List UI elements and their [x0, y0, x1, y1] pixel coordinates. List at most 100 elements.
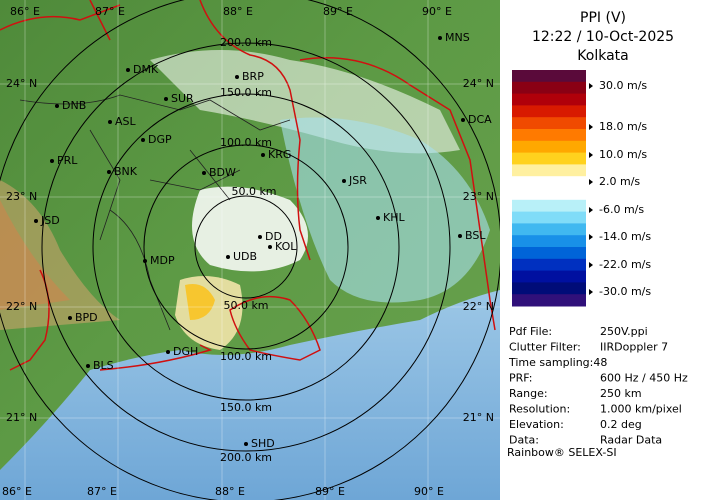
city-dot [108, 120, 112, 124]
city-dot [107, 170, 111, 174]
side-panel: 30.0 m/s 18.0 m/s 10.0 m/s 2.0 m/s -6.0 m/s -… [500, 0, 706, 500]
scale-tick [589, 152, 593, 158]
lon-label: 88° E [223, 5, 253, 18]
city-label: UDB [233, 250, 257, 263]
city-dot [143, 259, 147, 263]
info-text: 0.2 deg [600, 418, 642, 431]
panel-time: 12:22 / 10-Oct-2025 [532, 29, 674, 45]
scale-band [512, 188, 586, 201]
lat-label: 22° N [463, 300, 494, 313]
info-text: IIRDoppler 7 [600, 341, 668, 354]
lat-label: 21° N [6, 411, 37, 424]
city-label: DCA [468, 113, 492, 126]
scale-tick [589, 179, 593, 185]
range-label: 150.0 km [220, 86, 272, 99]
range-ring [92, 93, 400, 401]
scale-tick [589, 234, 593, 240]
footer: Rainbow® SELEX-SI [507, 446, 617, 459]
range-label: 150.0 km [220, 401, 272, 414]
city-label: BDW [209, 166, 236, 179]
scale-band [512, 70, 586, 83]
city-label: KHL [383, 211, 405, 224]
info-text: Elevation: [509, 418, 564, 431]
lon-label: 89° E [315, 485, 345, 498]
scale-label: 10.0 m/s [599, 148, 647, 161]
city-label: DMK [133, 63, 159, 76]
panel-site: Kolkata [577, 48, 628, 64]
city-label: BRP [242, 70, 264, 83]
scale-label: -14.0 m/s [599, 230, 651, 243]
city-dot [258, 235, 262, 239]
city-dot [86, 364, 90, 368]
info-text: 1.000 km/pixel [600, 403, 682, 416]
city-dot [55, 104, 59, 108]
city-dot [164, 97, 168, 101]
city-label: ASL [115, 115, 137, 128]
lon-label: 87° E [87, 485, 117, 498]
scale-tick [589, 124, 593, 130]
city-label: BSL [465, 229, 486, 242]
scale-band [512, 81, 586, 95]
lat-label: 22° N [6, 300, 37, 313]
scale-band [512, 152, 586, 165]
range-label: 100.0 km [220, 136, 272, 149]
scale-label: 30.0 m/s [599, 79, 647, 92]
info-text: Time sampling:48 [508, 356, 607, 369]
city-dot [126, 68, 130, 72]
lat-label: 23° N [6, 190, 37, 203]
info-text: 600 Hz / 450 Hz [600, 372, 688, 385]
map [0, 0, 502, 503]
range-label: 200.0 km [220, 36, 272, 49]
city-dot [34, 219, 38, 223]
info-text: Data: [509, 434, 539, 447]
scale-band [512, 176, 586, 189]
city-label: JSD [40, 214, 60, 227]
lat-label: 23° N [463, 190, 494, 203]
scale-band [512, 117, 586, 130]
city-dot [235, 75, 239, 79]
city-dot [261, 153, 265, 157]
city-dot [226, 255, 230, 259]
info-text: Radar Data [600, 434, 662, 447]
info-text: Range: [509, 387, 548, 400]
scale-band [512, 235, 586, 248]
city-label: BPD [75, 311, 98, 324]
city-label: SHD [251, 437, 275, 450]
lon-label: 86° E [2, 485, 32, 498]
range-ring [41, 42, 451, 452]
scale-tick [589, 83, 593, 89]
scale-band [512, 93, 586, 106]
scale-band [512, 223, 586, 236]
scale-label: 18.0 m/s [599, 120, 647, 133]
lat-label: 24° N [463, 77, 494, 90]
scale-band [512, 129, 586, 142]
city-dot [438, 36, 442, 40]
city-label: BLS [93, 359, 114, 372]
scale-label: -22.0 m/s [599, 258, 651, 271]
range-label: 200.0 km [220, 451, 272, 464]
city-label: JSR [348, 174, 367, 187]
city-dot [141, 138, 145, 142]
city-dot [458, 234, 462, 238]
scale-band [512, 282, 586, 295]
city-label: PRL [57, 154, 78, 167]
city-label: SUR [171, 92, 194, 105]
city-dot [376, 216, 380, 220]
city-dot [268, 245, 272, 249]
color-scale: 30.0 m/s 18.0 m/s 10.0 m/s 2.0 m/s -6.0 m/s -… [512, 70, 651, 307]
info-text: PRF: [509, 372, 532, 385]
city-dot [461, 118, 465, 122]
scale-band [512, 140, 586, 154]
scale-band [512, 199, 586, 213]
city-label: KOL [275, 240, 297, 253]
range-ring [143, 144, 349, 350]
scale-band [512, 270, 586, 283]
city-dot [244, 442, 248, 446]
lon-label: 89° E [323, 5, 353, 18]
scale-label: -30.0 m/s [599, 285, 651, 298]
city-dot [50, 159, 54, 163]
info-text: 250V.ppi [600, 325, 648, 338]
info-text: Pdf File: [509, 325, 552, 338]
city-dot [342, 179, 346, 183]
scale-band [512, 211, 586, 224]
